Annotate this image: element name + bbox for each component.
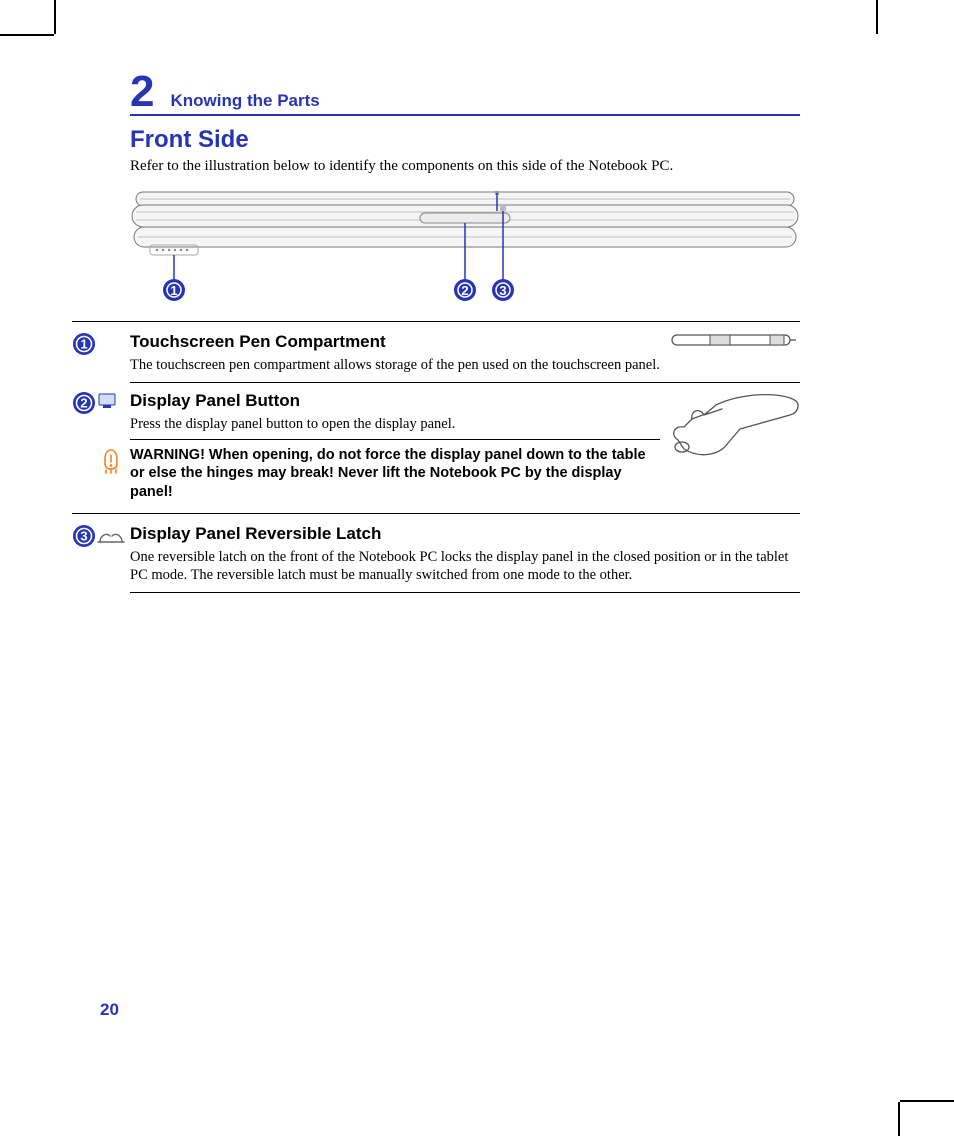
item-body: Press the display panel button to open t… [130, 415, 660, 433]
warning-icon [100, 448, 122, 479]
page-number: 20 [100, 1000, 119, 1020]
latch-icon [96, 528, 126, 551]
svg-text:1: 1 [80, 337, 87, 352]
chapter-title: Knowing the Parts [170, 91, 319, 111]
item-body: The touchscreen pen compartment allows s… [130, 356, 800, 374]
warning-block: WARNING! When opening, do not force the … [130, 446, 800, 500]
svg-text:3: 3 [80, 528, 87, 543]
item-badge-3-icon: 3 [72, 524, 96, 553]
crop-mark [900, 1100, 954, 1102]
manual-page: 2 Knowing the Parts Front Side Refer to … [0, 0, 954, 1136]
page-content: 2 Knowing the Parts Front Side Refer to … [130, 70, 800, 601]
divider [130, 592, 800, 593]
divider [130, 439, 660, 440]
component-item: 2 [130, 391, 800, 501]
svg-text:1: 1 [170, 283, 177, 298]
svg-text:2: 2 [461, 283, 468, 298]
item-badge-1-icon: 1 [72, 332, 96, 361]
divider [130, 382, 800, 383]
crop-mark [876, 0, 878, 34]
section-intro: Refer to the illustration below to ident… [130, 158, 800, 175]
item-badge-2-icon: 2 [72, 391, 96, 420]
svg-text:2: 2 [80, 396, 87, 411]
section-title: Front Side [130, 126, 800, 154]
chapter-header: 2 Knowing the Parts [130, 70, 800, 116]
divider [72, 321, 800, 322]
crop-mark [898, 1102, 900, 1136]
divider [72, 513, 800, 514]
pen-icon [670, 332, 800, 355]
item-title: Display Panel Reversible Latch [130, 524, 800, 544]
svg-text:3: 3 [499, 283, 506, 298]
crop-mark [0, 34, 54, 36]
component-item: 1 Touchscreen Pen Compartment The touchs… [130, 332, 800, 374]
warning-text: WARNING! When opening, do not force the … [130, 446, 660, 500]
display-icon [98, 393, 116, 414]
item-body: One reversible latch on the front of the… [130, 548, 800, 584]
component-item: 3 Display Panel Reversible Latch One rev… [130, 524, 800, 584]
front-side-diagram: 1 2 3 [130, 187, 800, 307]
chapter-number: 2 [130, 70, 154, 114]
crop-mark [54, 0, 56, 34]
